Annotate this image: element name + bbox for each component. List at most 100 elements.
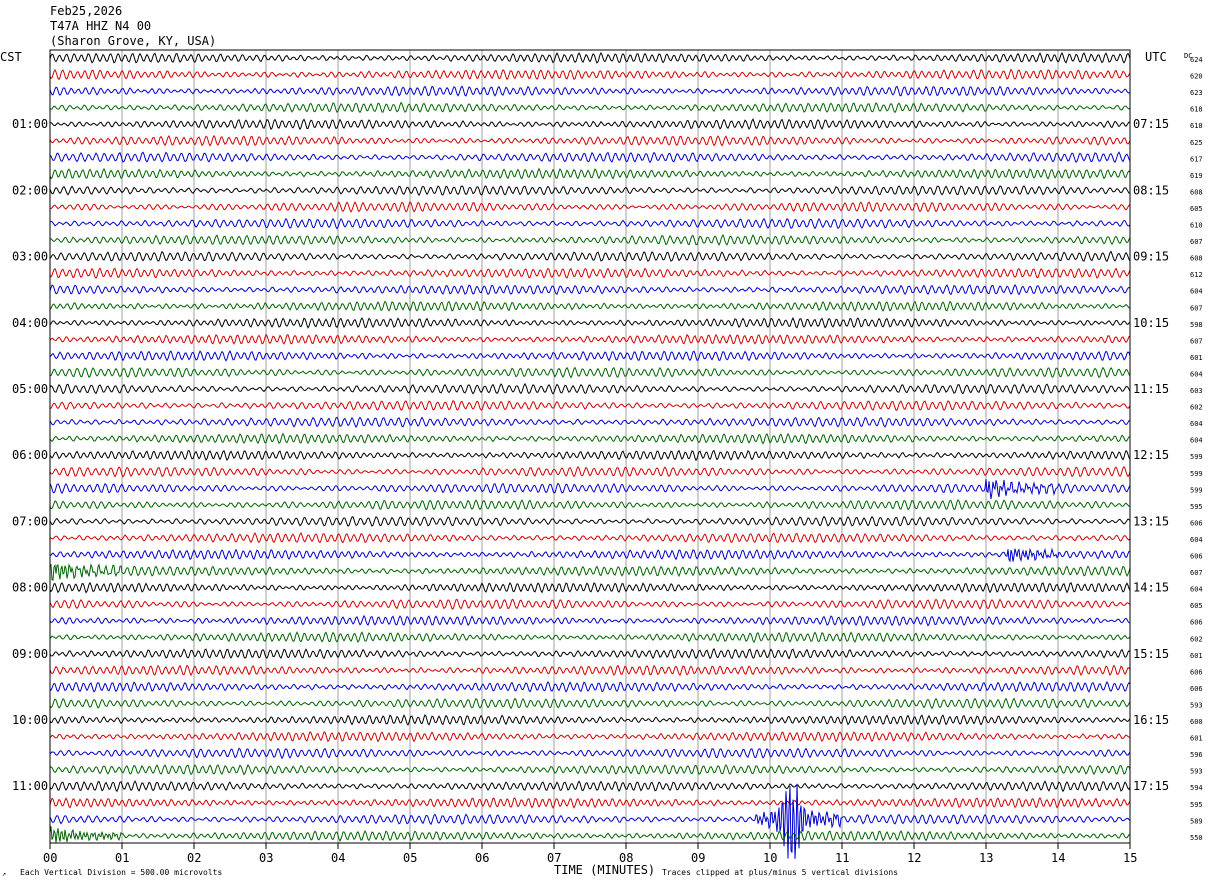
dc-value-label: 602	[1190, 404, 1203, 412]
trace-line	[49, 217, 1131, 230]
dc-value-label: 607	[1190, 304, 1203, 312]
trace-line	[49, 185, 1131, 196]
vertical-division-note: Each Vertical Division = 500.00 microvol…	[20, 868, 222, 877]
dc-value-label: 607	[1190, 337, 1203, 345]
dc-value-label: 601	[1190, 735, 1203, 743]
left-hour-label: 04:00	[12, 316, 48, 330]
dc-value-label: 608	[1190, 255, 1203, 263]
dc-value-label: 606	[1190, 553, 1203, 561]
dc-value-label: 606	[1190, 519, 1203, 527]
trace-line	[49, 631, 1131, 644]
right-hour-label: 11:15	[1133, 382, 1169, 396]
left-hour-label: 06:00	[12, 448, 48, 462]
right-hour-label: 15:15	[1133, 647, 1169, 661]
left-hour-label: 08:00	[12, 581, 48, 595]
dc-value-label: 595	[1190, 503, 1203, 511]
right-hour-label: 13:15	[1133, 514, 1169, 528]
dc-value-label: 604	[1190, 288, 1203, 296]
dc-value-label: 601	[1190, 652, 1203, 660]
dc-value-label: 604	[1190, 586, 1203, 594]
left-hour-label: 11:00	[12, 779, 48, 793]
trace-line	[49, 432, 1131, 445]
trace-line	[49, 826, 1131, 843]
x-tick-label: 07	[547, 851, 561, 865]
dc-value-label: 604	[1190, 437, 1203, 445]
left-hour-label: 10:00	[12, 713, 48, 727]
dc-value-label: 593	[1190, 768, 1203, 776]
trace-line	[49, 316, 1131, 329]
trace-line	[49, 498, 1130, 511]
trace-line	[49, 366, 1131, 379]
trace-line	[49, 200, 1131, 213]
dc-value-label: 608	[1190, 188, 1203, 196]
x-tick-label: 02	[187, 851, 201, 865]
trace-line	[49, 614, 1131, 627]
dc-value-label: 598	[1190, 321, 1203, 329]
dc-value-label: 589	[1190, 817, 1203, 825]
dc-value-label: 617	[1190, 155, 1203, 163]
clipping-note: Traces clipped at plus/minus 5 vertical …	[662, 868, 898, 877]
date-label: Feb25,2026	[50, 4, 123, 18]
dc-value-label: 606	[1190, 668, 1203, 676]
dc-value-label: 607	[1190, 238, 1203, 246]
trace-line	[49, 478, 1131, 499]
x-tick-label: 05	[403, 851, 417, 865]
right-hour-label: 14:15	[1133, 581, 1169, 595]
trace-line	[49, 697, 1131, 710]
dc-value-label: 604	[1190, 420, 1203, 428]
trace-line	[49, 134, 1131, 147]
trace-line	[49, 531, 1131, 544]
dc-value-label: 624	[1190, 56, 1203, 64]
trace-line	[49, 167, 1131, 180]
trace-line	[49, 598, 1131, 610]
trace-line	[49, 449, 1131, 462]
right-hour-label: 12:15	[1133, 448, 1169, 462]
station-label: T47A HHZ N4 00	[50, 19, 152, 33]
trace-line	[49, 68, 1131, 81]
dc-value-label: 593	[1190, 701, 1203, 709]
left-hour-label: 09:00	[12, 647, 48, 661]
trace-line	[49, 664, 1131, 677]
trace-line	[50, 400, 1131, 411]
axis-labels: 00 01 02 03 04 05 06 07 08 09 10 11 12 13 14 15 624 620 62…	[12, 56, 1203, 865]
dc-value-label: 594	[1190, 784, 1203, 792]
dc-value-label: 550	[1190, 834, 1203, 842]
dc-value-label: 604	[1190, 536, 1203, 544]
dc-value-label: 599	[1190, 453, 1203, 461]
trace-line	[49, 562, 1131, 581]
trace-line	[49, 747, 1131, 760]
x-tick-label: 14	[1051, 851, 1065, 865]
x-tick-label: 04	[331, 851, 345, 865]
left-tz-label: CST	[0, 50, 22, 64]
left-hour-label: 05:00	[12, 382, 48, 396]
dc-value-label: 606	[1190, 685, 1203, 693]
x-tick-label: 15	[1123, 851, 1137, 865]
dc-value-label: 595	[1190, 801, 1203, 809]
dc-value-label: 618	[1190, 122, 1203, 130]
trace-line	[49, 350, 1131, 362]
trace-line	[49, 267, 1131, 280]
trace-line	[49, 465, 1131, 478]
right-tz-label: UTC	[1145, 50, 1167, 64]
location-label: (Sharon Grove, KY, USA)	[50, 34, 217, 48]
seismic-traces	[49, 51, 1131, 859]
dc-value-label: 601	[1190, 354, 1203, 362]
x-tick-label: 06	[475, 851, 489, 865]
x-tick-label: 08	[619, 851, 633, 865]
dc-value-label: 619	[1190, 172, 1203, 180]
trace-line	[49, 233, 1131, 246]
left-hour-label: 07:00	[12, 514, 48, 528]
dc-value-label: 600	[1190, 718, 1203, 726]
trace-line	[49, 51, 1131, 64]
trace-line	[49, 547, 1131, 563]
x-tick-label: 10	[763, 851, 777, 865]
dc-value-label: 605	[1190, 602, 1203, 610]
x-tick-label: 00	[43, 851, 57, 865]
dc-value-label: 623	[1190, 89, 1203, 97]
dc-value-label: 599	[1190, 486, 1203, 494]
dc-value-label: 610	[1190, 222, 1203, 230]
x-tick-label: 13	[979, 851, 993, 865]
dc-value-label: 605	[1190, 205, 1203, 213]
trace-line	[49, 283, 1131, 296]
